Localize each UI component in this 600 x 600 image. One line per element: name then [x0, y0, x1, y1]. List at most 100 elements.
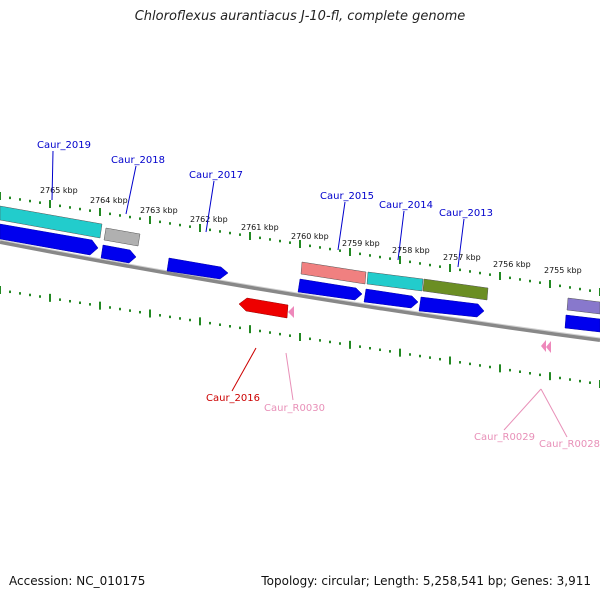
ruler-dot — [19, 198, 21, 201]
tick-label: 2756 kbp — [493, 260, 531, 269]
ruler-dot — [459, 361, 461, 364]
gene-feature[interactable] — [0, 223, 99, 256]
ruler-dot — [229, 325, 231, 328]
ruler-dot — [459, 268, 461, 272]
gene-label[interactable]: Caur_2016 — [206, 393, 260, 404]
ruler-dot — [539, 281, 541, 284]
accession-text: Accession: NC_010175 — [9, 574, 146, 588]
ruler-dot — [19, 292, 21, 295]
ruler-major-tick — [249, 325, 251, 334]
gene-feature[interactable] — [238, 297, 289, 319]
ruler-dot — [479, 364, 481, 367]
ruler-dot — [39, 295, 41, 298]
gene-label[interactable]: Caur_R0030 — [264, 403, 325, 414]
ruler-dot — [579, 287, 581, 291]
gene-label[interactable]: Caur_2015 — [320, 191, 374, 202]
tick-label: 2759 kbp — [342, 239, 380, 248]
gene-feature[interactable] — [166, 257, 229, 280]
ruler-dot — [119, 307, 121, 311]
gene-feature[interactable] — [300, 261, 367, 285]
ruler-dot — [269, 331, 271, 334]
ruler-dot — [419, 354, 421, 358]
gene-label[interactable]: Caur_R0028 — [539, 439, 600, 450]
rna-feature[interactable] — [541, 340, 546, 352]
gene-label[interactable]: Caur_2018 — [111, 155, 165, 166]
ruler-dot — [69, 206, 71, 209]
gene-label[interactable]: Caur_2017 — [189, 170, 243, 181]
ruler-dot — [289, 241, 291, 244]
ruler-dot — [279, 332, 281, 336]
gene-feature[interactable] — [297, 278, 363, 301]
ruler-dot — [379, 348, 381, 352]
ruler-dot — [529, 279, 531, 283]
ruler-dot — [29, 199, 31, 203]
ruler-dot — [189, 225, 191, 228]
ruler-major-tick — [399, 256, 401, 264]
ruler-dot — [279, 239, 281, 243]
ruler-dot — [69, 299, 71, 303]
ruler-dot — [519, 370, 521, 373]
map-title: Chloroflexus aurantiacus J-10-fl, comple… — [134, 9, 466, 24]
ruler-dot — [169, 222, 171, 225]
ruler-dot — [229, 231, 231, 235]
ruler-major-tick — [499, 364, 501, 373]
ruler-dot — [379, 255, 381, 259]
gene-feature[interactable] — [564, 314, 600, 333]
ruler-dot — [479, 271, 481, 275]
gene-feature[interactable] — [366, 271, 424, 292]
ruler-dot — [559, 376, 561, 380]
rna-feature[interactable] — [288, 306, 294, 318]
gene-label[interactable]: Caur_2019 — [37, 140, 91, 151]
ruler-dot — [139, 310, 141, 314]
tick-label: 2760 kbp — [291, 232, 329, 241]
tick-label: 2758 kbp — [392, 246, 430, 255]
ruler-dot — [259, 329, 261, 333]
ruler-dot — [109, 306, 111, 309]
ruler-dot — [359, 252, 361, 256]
ruler-dot — [269, 238, 271, 241]
rna-feature[interactable] — [546, 341, 551, 353]
ruler-major-tick — [99, 301, 101, 310]
ruler-major-tick — [449, 356, 451, 365]
ruler-dot — [429, 356, 431, 359]
ruler-dot — [159, 220, 161, 224]
ruler-dot — [369, 346, 371, 350]
gene-feature[interactable] — [566, 297, 600, 315]
ruler-major-tick — [149, 309, 151, 318]
ruler-dot — [79, 301, 81, 305]
ruler-major-tick — [49, 200, 51, 208]
ruler-dot — [109, 212, 111, 216]
ruler-dot — [319, 339, 321, 342]
ruler-dot — [429, 263, 431, 267]
ruler-dot — [509, 368, 511, 372]
ruler-major-tick — [499, 272, 501, 280]
gene-feature[interactable] — [363, 288, 419, 309]
gene-label[interactable]: Caur_2014 — [379, 200, 433, 211]
feature-track-upper — [0, 205, 600, 315]
gene-label[interactable]: Caur_2013 — [439, 208, 493, 219]
ruler-major-tick — [299, 333, 301, 341]
gene-label[interactable]: Caur_R0029 — [474, 432, 535, 443]
ruler-major-tick — [449, 264, 451, 272]
ruler-dot — [489, 273, 491, 276]
ruler-dot — [169, 315, 171, 319]
tick-label: 2765 kbp — [40, 186, 78, 195]
ruler-major-tick — [299, 240, 301, 248]
ruler-major-tick — [249, 232, 251, 240]
ruler-dot — [339, 342, 341, 345]
gene-feature[interactable] — [0, 205, 103, 239]
ruler-dot — [289, 334, 291, 337]
gene-feature[interactable] — [100, 244, 137, 264]
ruler-major-tick — [549, 372, 551, 381]
cds-track — [0, 223, 600, 333]
ruler-dot — [79, 207, 81, 211]
gene-feature[interactable] — [103, 227, 141, 247]
ruler-dot — [569, 378, 571, 381]
ruler-dot — [129, 215, 131, 219]
gene-feature[interactable] — [422, 278, 489, 301]
ruler-major-tick — [0, 192, 1, 200]
ruler-dot — [389, 257, 391, 260]
gene-feature[interactable] — [418, 296, 485, 318]
ruler-dot — [259, 236, 261, 240]
ruler-dot — [89, 303, 91, 306]
